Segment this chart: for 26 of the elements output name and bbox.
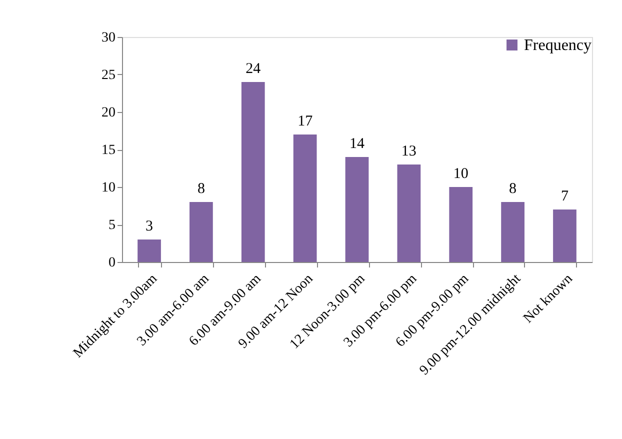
y-tick-label: 15 [102, 143, 116, 158]
bar [449, 187, 473, 262]
data-label: 8 [197, 181, 205, 197]
bar [553, 210, 576, 262]
y-tick-label: 10 [102, 180, 116, 196]
y-tick-label: 5 [108, 218, 116, 233]
y-tick-label: 25 [102, 68, 116, 83]
y-tick-label: 30 [102, 30, 116, 46]
data-label: 14 [350, 136, 365, 152]
data-label: 17 [298, 114, 314, 130]
y-tick-label: 20 [102, 106, 116, 120]
data-label: 8 [509, 181, 517, 197]
bar [190, 202, 213, 262]
bar [397, 164, 421, 262]
legend-label: Frequency [524, 37, 592, 54]
y-tick-label: 0 [108, 256, 116, 270]
data-label: 3 [146, 218, 154, 234]
bar [138, 240, 161, 262]
bar [501, 202, 524, 262]
data-label: 10 [453, 166, 468, 182]
bar [293, 134, 317, 262]
bar [241, 82, 265, 262]
data-label: 7 [560, 188, 569, 204]
data-label: 24 [246, 61, 262, 77]
bar [345, 157, 369, 262]
data-label: 13 [401, 144, 416, 160]
